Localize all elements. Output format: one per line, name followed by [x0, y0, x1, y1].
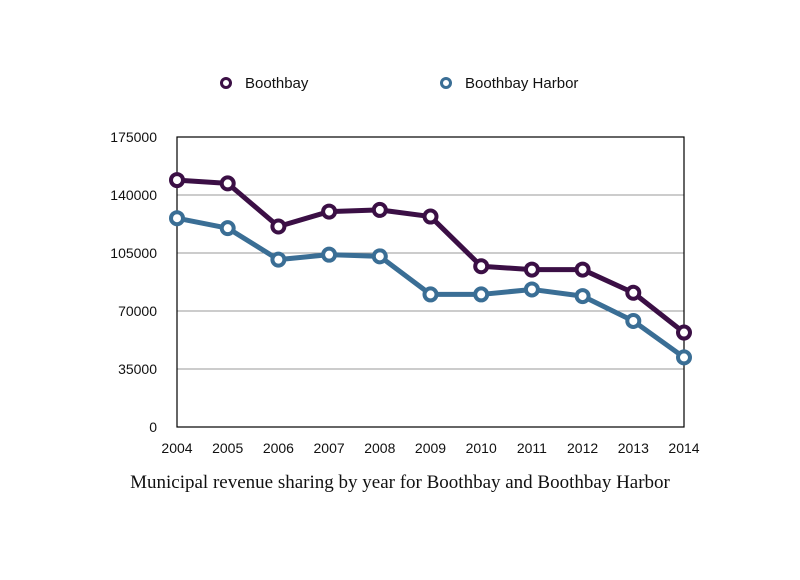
- data-point: [523, 281, 540, 298]
- x-tick-label: 2014: [668, 440, 699, 456]
- legend: Boothbay Boothbay Harbor: [220, 75, 578, 92]
- data-point: [422, 286, 439, 303]
- y-tick-label: 70000: [118, 303, 157, 319]
- grid-lines: [177, 194, 684, 370]
- x-axis-tick-labels: 2004 2005 2006 2007 2008 2009 2010 2011 2012 2013…: [161, 440, 699, 456]
- series-0: [169, 172, 692, 341]
- x-tick-label: 2006: [263, 440, 294, 456]
- data-point: [523, 261, 540, 278]
- y-tick-label: 140000: [110, 187, 157, 203]
- data-point: [625, 312, 642, 329]
- legend-marker: [220, 77, 232, 89]
- data-point: [473, 258, 490, 275]
- data-point: [676, 349, 692, 366]
- data-point: [169, 172, 185, 189]
- data-point: [574, 261, 591, 278]
- x-tick-label: 2013: [618, 440, 649, 456]
- data-point: [473, 286, 490, 303]
- y-tick-label: 35000: [118, 361, 157, 377]
- data-point: [574, 288, 591, 305]
- y-axis-tick-labels: 0 35000 70000 105000 140000 175000: [110, 129, 157, 435]
- data-point: [321, 246, 338, 263]
- series-lines: [169, 172, 692, 366]
- x-tick-label: 2004: [161, 440, 192, 456]
- x-tick-label: 2007: [314, 440, 345, 456]
- data-point: [422, 208, 439, 225]
- series-1: [169, 210, 692, 366]
- data-point: [219, 175, 236, 192]
- legend-marker: [440, 77, 452, 89]
- x-tick-label: 2011: [517, 440, 547, 456]
- data-point: [270, 251, 287, 268]
- x-tick-label: 2012: [567, 440, 598, 456]
- y-tick-label: 175000: [110, 129, 157, 145]
- x-tick-label: 2008: [364, 440, 395, 456]
- legend-label: Boothbay Harbor: [465, 75, 578, 92]
- data-point: [169, 210, 185, 227]
- x-tick-label: 2009: [415, 440, 446, 456]
- legend-item: Boothbay: [220, 75, 309, 92]
- data-point: [625, 284, 642, 301]
- data-point: [321, 203, 338, 220]
- legend-item: Boothbay Harbor: [440, 75, 578, 92]
- chart-caption: Municipal revenue sharing by year for Bo…: [130, 472, 670, 493]
- data-point: [371, 248, 388, 265]
- x-tick-label: 2010: [466, 440, 497, 456]
- x-tick-label: 2005: [212, 440, 243, 456]
- data-point: [676, 324, 692, 341]
- y-tick-label: 105000: [110, 245, 157, 261]
- plot-area-frame: [176, 136, 685, 428]
- data-point: [219, 220, 236, 237]
- y-tick-label: 0: [149, 419, 157, 435]
- data-point: [270, 218, 287, 235]
- legend-label: Boothbay: [245, 75, 309, 92]
- data-point: [371, 201, 388, 218]
